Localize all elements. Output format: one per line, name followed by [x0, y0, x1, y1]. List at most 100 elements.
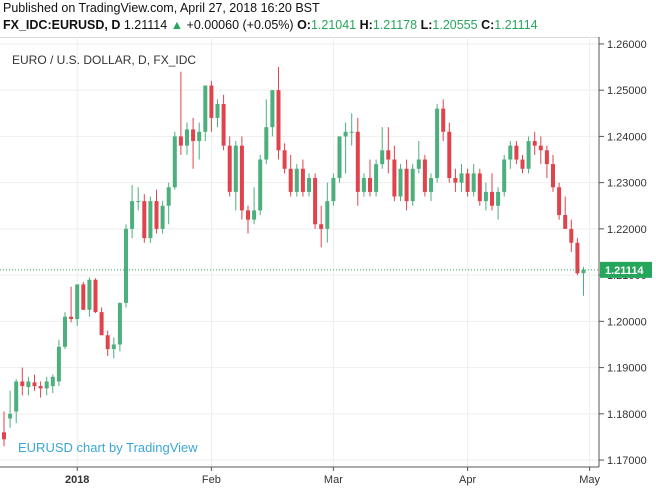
candle-up [508, 141, 513, 169]
candle-down [319, 205, 324, 248]
candle-up [307, 173, 311, 197]
candle-up [160, 201, 165, 234]
candle-body [538, 145, 543, 151]
candle-body [136, 201, 141, 203]
candle-up [429, 173, 433, 202]
candle-down [191, 117, 196, 169]
candle-body [343, 131, 348, 137]
last-price: 1.21114 [123, 18, 168, 32]
candle-down [386, 127, 391, 174]
candle-body [508, 145, 513, 160]
last-price-tag-label: 1.21114 [605, 265, 644, 277]
candle-up [50, 374, 55, 394]
candle-body [246, 210, 250, 220]
time-axis[interactable]: 2018 Feb Mar Apr May [0, 466, 600, 486]
candle-down [355, 117, 360, 206]
candle-body [368, 178, 372, 192]
candle-down [239, 136, 244, 220]
candle-down [32, 374, 37, 391]
candle-body [172, 136, 177, 188]
candle-body [581, 269, 586, 274]
candle-body [490, 191, 494, 206]
candle-down [300, 159, 305, 197]
candle-body [75, 284, 80, 320]
close-value: 1.21114 [494, 18, 538, 32]
candle-body [124, 228, 128, 303]
candle-down [142, 194, 147, 243]
y-tick-label: 1.26000 [607, 39, 647, 51]
x-tick-label: May [579, 474, 600, 486]
candle-up [215, 99, 220, 128]
candle-down [368, 159, 372, 197]
candle-body [239, 145, 244, 211]
candle-body [44, 381, 49, 389]
candle-body [178, 136, 183, 146]
candle-body [502, 159, 507, 192]
candle-down [557, 182, 562, 220]
chart-panel[interactable] [0, 37, 600, 468]
candle-up [380, 127, 385, 169]
candle-down [514, 141, 519, 165]
candle-body [38, 386, 43, 389]
candle-body [142, 201, 147, 239]
candle-body [185, 129, 189, 146]
x-tick-label: 2018 [65, 474, 89, 486]
price-axis[interactable]: 1.260001.250001.240001.230001.220001.210… [598, 37, 647, 467]
candle-body [307, 178, 311, 192]
candle-body [63, 316, 67, 347]
candle-down [313, 173, 318, 229]
candle-up [166, 182, 171, 225]
candle-down [282, 143, 287, 174]
candle-body [551, 164, 555, 188]
candle-body [575, 242, 580, 274]
candle-body [8, 413, 13, 419]
candle-up [410, 164, 415, 206]
candle-down [447, 122, 452, 183]
candle-body [117, 302, 122, 345]
candle-body [447, 131, 452, 179]
candles-group [2, 67, 586, 447]
candle-up [203, 85, 208, 142]
candle-up [471, 164, 476, 197]
candle-body [386, 150, 391, 160]
open-value: 1.21041 [310, 18, 357, 32]
last-price-tag [600, 261, 652, 278]
y-tick-label: 1.18000 [607, 409, 647, 421]
candle-up [124, 224, 128, 308]
quote-line: FX_IDC:EURUSD, D 1.21114 ▲ +0.00060 (+0.… [3, 18, 538, 32]
candle-down [20, 367, 25, 396]
candle-body [69, 316, 74, 320]
candle-up [136, 187, 141, 211]
candle-down [154, 189, 159, 234]
candle-body [477, 173, 482, 202]
candle-down [81, 282, 86, 310]
candle-body [319, 224, 324, 229]
candle-body [32, 382, 37, 387]
candle-body [264, 127, 269, 160]
x-tick-label: Mar [324, 474, 343, 486]
high-label: H: [359, 18, 373, 32]
candle-down [441, 99, 446, 142]
candle-up [331, 173, 336, 206]
candle-up [63, 312, 67, 350]
high-value: 1.21178 [372, 18, 418, 32]
candle-down [93, 278, 98, 314]
candle-body [270, 90, 275, 128]
candle-down [538, 136, 543, 165]
candle-down [520, 154, 525, 174]
candle-body [221, 104, 226, 146]
candle-body [50, 376, 55, 387]
candle-down [392, 145, 397, 202]
candle-body [557, 187, 562, 216]
y-tick-label: 1.22000 [607, 224, 647, 236]
candle-body [355, 131, 360, 192]
candle-down [453, 168, 458, 192]
x-tick-label: Feb [202, 474, 221, 486]
candle-body [227, 145, 232, 192]
watermark-link[interactable]: EURUSD chart by TradingView [18, 440, 198, 455]
candle-body [191, 129, 196, 142]
candle-down [575, 238, 580, 276]
candle-up [117, 302, 122, 352]
published-line: Published on TradingView.com, April 27, … [3, 1, 320, 15]
